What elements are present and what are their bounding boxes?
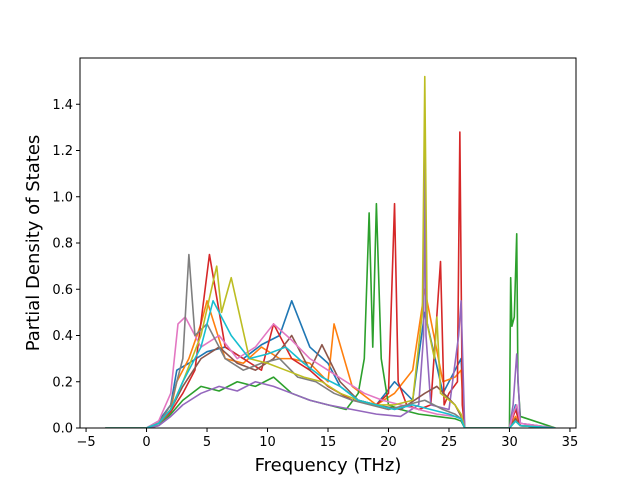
series-layer — [105, 75, 556, 428]
y-tick-label: 0.0 — [52, 422, 73, 437]
y-tick-label: 0.8 — [52, 237, 73, 252]
pdos-series-line-7 — [105, 316, 556, 428]
x-tick-label: −5 — [76, 435, 95, 450]
y-tick-label: 0.2 — [52, 375, 73, 390]
x-axis-label: Frequency (THz) — [255, 455, 402, 476]
x-tick-label: 25 — [441, 435, 458, 450]
x-tick-label: 10 — [259, 435, 276, 450]
x-tick-label: 0 — [142, 435, 150, 450]
y-tick-label: 0.4 — [52, 329, 73, 344]
x-tick-label: 35 — [562, 435, 579, 450]
y-tick-label: 1.0 — [52, 190, 73, 205]
x-tick-label: 30 — [501, 435, 518, 450]
x-tick-label: 20 — [380, 435, 397, 450]
y-tick-label: 1.2 — [52, 144, 73, 159]
y-axis-ticks: 0.0 0.2 0.4 0.6 0.8 1.0 1.2 1.4 — [52, 98, 80, 437]
y-axis-label: Partial Density of States — [23, 135, 44, 352]
y-tick-label: 1.4 — [52, 98, 73, 113]
x-tick-label: 5 — [203, 435, 211, 450]
y-tick-label: 0.6 — [52, 283, 73, 298]
x-tick-label: 15 — [320, 435, 337, 450]
pdos-series-line-10 — [105, 300, 556, 428]
x-axis-ticks: −5 0 5 10 15 20 25 30 35 — [76, 428, 578, 450]
pdos-series-line-5 — [105, 149, 556, 428]
